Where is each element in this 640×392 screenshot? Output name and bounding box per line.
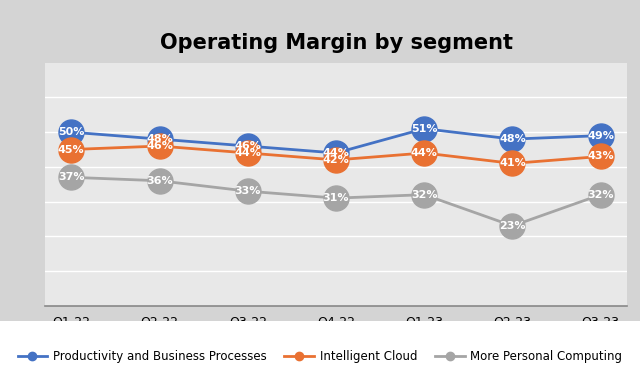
- Title: Operating Margin by segment: Operating Margin by segment: [159, 33, 513, 53]
- Text: 33%: 33%: [235, 186, 261, 196]
- Text: 37%: 37%: [58, 172, 84, 182]
- Text: 32%: 32%: [411, 190, 438, 200]
- Text: 23%: 23%: [499, 221, 525, 231]
- Text: 46%: 46%: [146, 141, 173, 151]
- Text: 44%: 44%: [411, 148, 438, 158]
- Text: 36%: 36%: [146, 176, 173, 186]
- Text: 51%: 51%: [411, 124, 438, 134]
- Text: 46%: 46%: [234, 141, 261, 151]
- Text: 45%: 45%: [58, 145, 84, 154]
- Text: 50%: 50%: [58, 127, 84, 137]
- Text: 42%: 42%: [323, 155, 349, 165]
- Text: 32%: 32%: [588, 190, 614, 200]
- Legend: Productivity and Business Processes, Intelligent Cloud, More Personal Computing: Productivity and Business Processes, Int…: [13, 345, 627, 368]
- Text: 49%: 49%: [588, 131, 614, 141]
- Text: 41%: 41%: [499, 158, 526, 169]
- Text: 48%: 48%: [499, 134, 526, 144]
- Text: 31%: 31%: [323, 193, 349, 203]
- Text: 48%: 48%: [146, 134, 173, 144]
- Text: 44%: 44%: [323, 148, 349, 158]
- Text: 44%: 44%: [234, 148, 261, 158]
- Text: 43%: 43%: [588, 151, 614, 162]
